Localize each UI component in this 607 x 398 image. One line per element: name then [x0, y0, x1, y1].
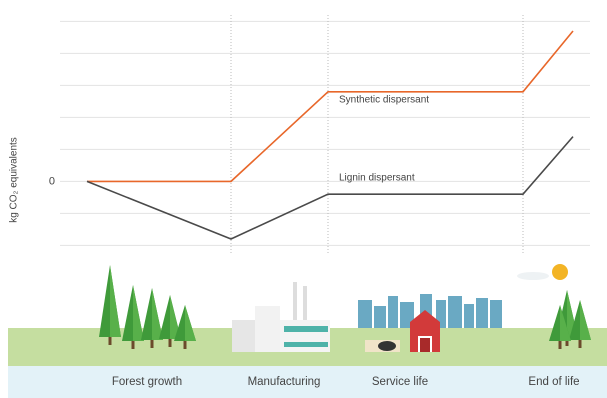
tree-trunk [183, 341, 187, 349]
tree-shade [560, 305, 571, 341]
tree-trunk [565, 338, 569, 346]
series-label: Synthetic dispersant [339, 95, 429, 106]
factory [232, 282, 330, 352]
tree-trunk [168, 339, 172, 347]
tree-shade [185, 305, 196, 341]
tree-trunk [578, 340, 582, 348]
tree-shade [110, 265, 121, 337]
stage-label: End of life [528, 376, 579, 388]
illustration [8, 264, 607, 398]
tree-trunk [558, 341, 562, 349]
water [8, 366, 607, 398]
sun [552, 264, 568, 280]
cloud [517, 272, 549, 280]
series-label: Lignin dispersant [339, 173, 415, 184]
tree-shade [580, 300, 591, 340]
barn [365, 310, 440, 352]
tree-shade [133, 285, 144, 341]
tree-trunk [150, 340, 154, 348]
stage-label: Forest growth [112, 376, 182, 388]
tree-trunk [108, 337, 112, 345]
y-axis-label: kg CO₂ equivalents [9, 137, 20, 223]
tree-trunk [131, 341, 135, 349]
series-line [87, 30, 574, 183]
stage-label: Manufacturing [248, 376, 321, 388]
trees [99, 265, 591, 349]
stage-label: Service life [372, 376, 428, 388]
series-line [86, 136, 574, 240]
y-tick-label: 0 [49, 175, 55, 187]
tree-shade [152, 288, 163, 340]
